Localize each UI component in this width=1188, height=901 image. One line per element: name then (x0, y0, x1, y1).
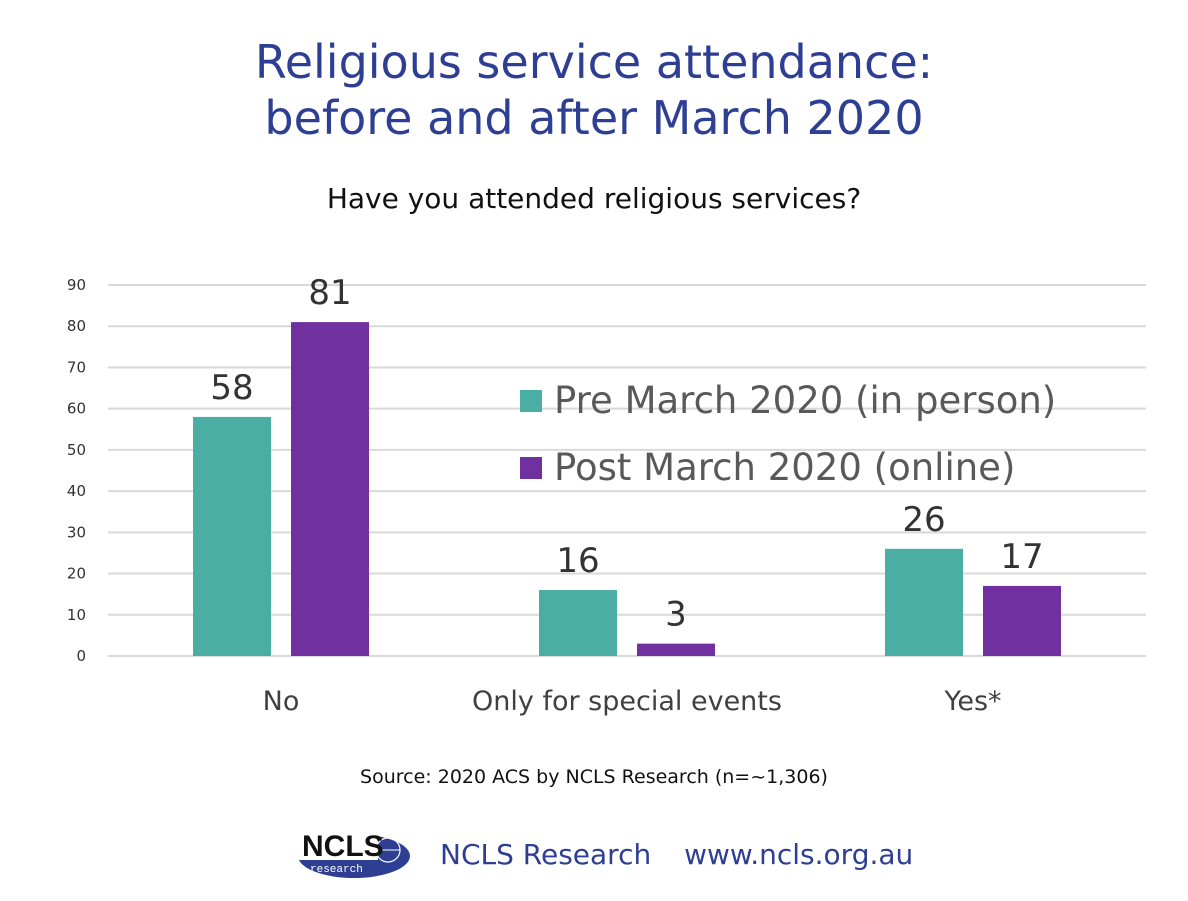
y-tick-label: 30 (67, 523, 86, 541)
legend-label: Pre March 2020 (in person) (554, 379, 1056, 422)
data-label: 16 (556, 541, 599, 581)
legend-swatch (520, 457, 542, 479)
bar (983, 585, 1061, 656)
y-axis: 0 10 20 30 40 50 60 70 80 90 (67, 276, 86, 665)
x-axis: No Only for special events Yes* (263, 686, 1002, 717)
y-tick-label: 70 (67, 358, 86, 376)
y-tick-label: 20 (67, 565, 86, 583)
x-tick-label: Only for special events (472, 686, 782, 717)
legend: Pre March 2020 (in person) Post March 202… (520, 379, 1056, 489)
bar (291, 322, 369, 656)
bar (885, 548, 963, 656)
logo-text-bg (298, 830, 378, 860)
bar (193, 416, 271, 656)
y-tick-label: 0 (76, 647, 86, 665)
y-tick-label: 40 (67, 482, 86, 500)
legend-label: Post March 2020 (online) (554, 446, 1015, 489)
y-tick-label: 60 (67, 400, 86, 418)
chart-title-line1: Religious service attendance: (254, 35, 934, 89)
legend-swatch (520, 390, 542, 412)
x-tick-label: Yes* (943, 686, 1001, 717)
footer: NCLS Research www.ncls.org.au (440, 838, 937, 871)
data-label: 17 (1000, 537, 1043, 577)
gridlines (108, 284, 1146, 657)
footer-url[interactable]: www.ncls.org.au (684, 838, 914, 871)
footer-org: NCLS Research (440, 838, 652, 871)
ncls-logo: NCLS research (298, 830, 410, 878)
chart-subtitle: Have you attended religious services? (326, 182, 862, 215)
y-tick-label: 90 (67, 276, 86, 294)
y-tick-label: 50 (67, 441, 86, 459)
y-tick-label: 80 (67, 317, 86, 335)
source-note: Source: 2020 ACS by NCLS Research (n=~1,… (360, 766, 828, 788)
bar (637, 643, 715, 656)
logo-text: NCLS (302, 830, 384, 863)
chart-title-line2: before and after March 2020 (264, 91, 924, 145)
bar-chart: 0 10 20 30 40 50 60 70 80 90 58 81 16 3 26 17 No Only f… (67, 273, 1146, 717)
x-tick-label: No (263, 686, 300, 717)
chart-title: Religious service attendance: before and… (0, 34, 1188, 146)
data-label: 81 (308, 273, 351, 313)
data-label: 3 (665, 595, 687, 635)
bars: 58 81 16 3 26 17 (193, 273, 1061, 656)
logo-subtext: research (310, 864, 363, 876)
bar (539, 590, 617, 656)
data-label: 26 (902, 500, 945, 540)
data-label: 58 (210, 368, 253, 408)
y-tick-label: 10 (67, 606, 86, 624)
